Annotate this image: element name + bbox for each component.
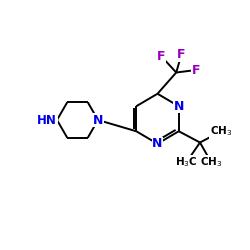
Text: CH$_3$: CH$_3$ [210, 124, 233, 138]
Text: H$_3$C: H$_3$C [175, 156, 198, 170]
Text: F: F [192, 64, 200, 76]
Text: N: N [152, 137, 163, 150]
Text: N: N [93, 114, 103, 126]
Text: CH$_3$: CH$_3$ [200, 156, 222, 170]
Text: F: F [157, 50, 166, 63]
Text: F: F [177, 48, 186, 62]
Text: N: N [174, 100, 184, 113]
Text: HN: HN [37, 114, 57, 126]
